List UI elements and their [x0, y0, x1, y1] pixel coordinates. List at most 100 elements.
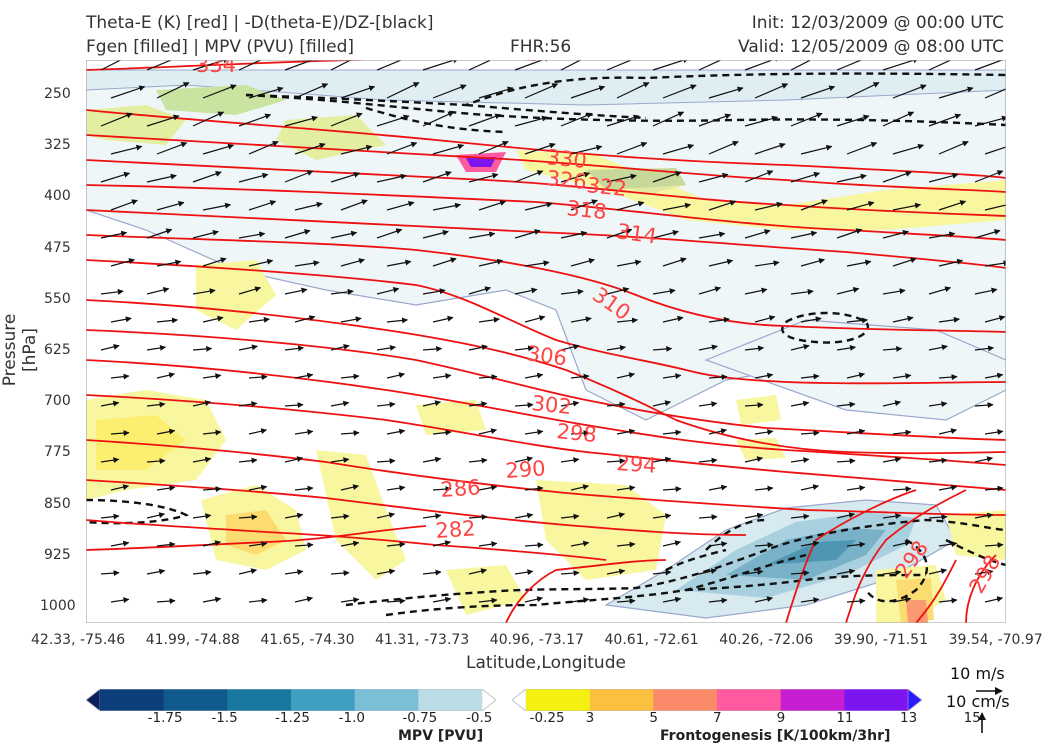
wind-vector	[928, 60, 953, 71]
wind-vector	[156, 82, 190, 99]
wind-vector	[330, 171, 361, 183]
wind-vector	[376, 568, 396, 575]
wind-vector	[524, 142, 556, 155]
wind-vector	[570, 484, 590, 491]
wind-vector	[100, 457, 120, 464]
wind-vector	[202, 373, 222, 380]
wind-vector	[846, 259, 872, 267]
wind-vector	[882, 288, 906, 295]
wind-vector	[376, 114, 410, 127]
wind-vector	[708, 484, 728, 491]
wind-vector	[432, 202, 462, 211]
wind-vector	[698, 344, 718, 351]
wind-vector	[514, 456, 534, 463]
wind-vector	[846, 485, 866, 492]
wind-vector	[156, 141, 188, 155]
wind-vector	[928, 514, 948, 521]
wind-vector	[928, 401, 948, 408]
wind-vector	[606, 458, 626, 465]
mpv-colorbar-tick: -1.0	[338, 710, 365, 726]
wind-vector	[560, 513, 580, 520]
wind-vector	[708, 374, 728, 381]
wind-vector	[744, 229, 771, 239]
wind-vector	[984, 260, 1006, 267]
wind-vector	[146, 401, 166, 408]
forecast-hour: FHR:56	[510, 37, 572, 57]
wind-vector	[938, 316, 960, 323]
wind-vector	[652, 569, 672, 576]
svg-text:306: 306	[525, 341, 568, 370]
wind-vector	[662, 257, 687, 267]
wind-vector	[652, 60, 690, 71]
wind-vector	[514, 345, 535, 352]
fgen-region	[276, 115, 386, 160]
wind-vector	[892, 373, 912, 380]
theta-e-label: 294	[616, 451, 658, 478]
wind-vector	[284, 569, 304, 576]
wind-vector	[156, 485, 176, 492]
wind-vector	[110, 316, 132, 323]
wind-vector	[100, 60, 122, 71]
wind-vector	[330, 112, 363, 127]
theta-e-contour	[965, 554, 997, 623]
wind-vector	[800, 373, 820, 380]
wind-vector	[432, 373, 452, 380]
wind-vector	[376, 458, 396, 465]
x-tick-label: 42.33, -75.46	[31, 632, 126, 648]
wind-vector	[238, 401, 258, 408]
wind-vector	[340, 373, 360, 380]
wind-vector	[514, 512, 534, 519]
y-tick-label: 700	[44, 393, 71, 410]
wind-vector	[284, 402, 304, 409]
wind-vector	[478, 200, 507, 211]
theta-e-contour	[86, 329, 1006, 441]
wind-vector	[100, 171, 131, 183]
wind-vector	[570, 199, 598, 211]
wind-vector	[238, 113, 272, 127]
wind-vector	[284, 287, 308, 295]
svg-text:290: 290	[505, 456, 547, 483]
wind-vector	[790, 513, 810, 520]
wind-vector	[846, 200, 875, 211]
wind-vector	[698, 172, 729, 183]
svg-text:294: 294	[616, 451, 658, 478]
theta-e-contour	[86, 259, 1006, 385]
wind-vector	[294, 315, 316, 323]
wind-vector	[248, 374, 268, 381]
wind-vector	[882, 569, 902, 576]
wind-vector	[478, 374, 498, 381]
fgen-region	[466, 157, 496, 167]
valid-time: Valid: 12/05/2009 @ 08:00 UTC	[738, 37, 1004, 57]
wind-vector	[754, 542, 774, 549]
wind-vector	[202, 315, 224, 323]
wind-vector	[146, 228, 173, 239]
wind-vector	[846, 82, 880, 99]
wind-vector	[938, 597, 958, 604]
theta-e-label: 306	[525, 341, 568, 370]
wind-vector	[146, 568, 166, 575]
wind-vector	[744, 569, 764, 576]
wind-vector	[846, 598, 866, 605]
wind-vector	[662, 373, 682, 380]
svg-text:326: 326	[545, 166, 587, 194]
wind-vector	[146, 286, 170, 295]
wind-vector	[468, 514, 488, 521]
wind-vector	[744, 402, 764, 409]
wind-vector	[514, 115, 548, 127]
frontogenesis-colorbar-tick: 5	[649, 710, 658, 726]
theta-e-label: 322	[585, 173, 627, 201]
wind-vector	[928, 286, 952, 295]
wind-vector	[238, 568, 258, 575]
wind-vector	[192, 345, 213, 352]
wind-vector	[340, 85, 376, 99]
wind-vector	[570, 373, 590, 380]
colorbar-segment	[717, 689, 782, 711]
wind-vector	[984, 485, 1004, 492]
wind-vector	[146, 114, 180, 127]
wind-vector	[790, 457, 810, 464]
wind-vector	[248, 316, 270, 323]
theta-e-contour	[86, 109, 1006, 179]
wind-vector	[386, 141, 418, 155]
colorbar-segment	[163, 689, 228, 711]
horizontal-vector-scale-label: 10 m/s	[950, 664, 1005, 683]
